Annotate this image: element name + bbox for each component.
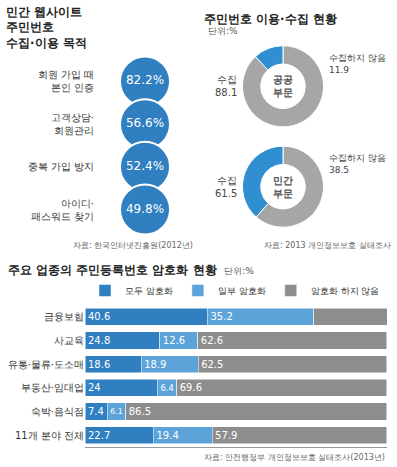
svg-text:수집61.5: 수집61.5 — [215, 175, 237, 199]
svg-text:부동산·임대업: 부동산·임대업 — [21, 382, 84, 393]
svg-text:40.6: 40.6 — [88, 311, 110, 322]
svg-text:62.6: 62.6 — [201, 335, 223, 346]
svg-text:수집하지 않음11.9: 수집하지 않음11.9 — [329, 53, 386, 75]
svg-text:사교육: 사교육 — [54, 335, 84, 346]
svg-text:62.5: 62.5 — [201, 359, 223, 370]
svg-text:18.6: 18.6 — [88, 359, 110, 370]
svg-text:24.8: 24.8 — [88, 335, 110, 346]
svg-text:11개 분야 전체: 11개 분야 전체 — [15, 430, 84, 441]
svg-text:주민번호 이용·수집 현황: 주민번호 이용·수집 현황 — [204, 12, 337, 26]
svg-text:24: 24 — [88, 382, 101, 393]
svg-text:82.2%: 82.2% — [126, 73, 164, 87]
svg-text:6.1: 6.1 — [110, 407, 122, 416]
svg-text:암호화 하지 않음: 암호화 하지 않음 — [311, 286, 380, 296]
svg-text:아이디·패스워드 찾기: 아이디·패스워드 찾기 — [31, 198, 94, 222]
svg-text:고객상담·회원관리: 고객상담·회원관리 — [51, 112, 94, 136]
svg-text:56.6%: 56.6% — [126, 116, 164, 130]
svg-text:52.4%: 52.4% — [126, 159, 164, 173]
svg-text:일부 암호화: 일부 암호화 — [218, 286, 266, 296]
svg-text:자료: 안전행정부 개인정보보호 실태조사(2013년): 자료: 안전행정부 개인정보보호 실태조사(2013년) — [204, 453, 385, 462]
svg-text:모두 암호화: 모두 암호화 — [125, 286, 173, 296]
svg-text:자료: 한국인터넷진흥원(2012년): 자료: 한국인터넷진흥원(2012년) — [73, 241, 193, 250]
svg-text:86.5: 86.5 — [129, 406, 151, 417]
svg-text:18.9: 18.9 — [144, 359, 166, 370]
svg-text:중복 가입 방지: 중복 가입 방지 — [28, 161, 94, 172]
svg-text:민간 웹사이트주민번호수집·이용 목적: 민간 웹사이트주민번호수집·이용 목적 — [6, 5, 87, 50]
svg-text:금융보험: 금융보험 — [44, 311, 84, 322]
svg-text:수집88.1: 수집88.1 — [215, 74, 237, 98]
svg-text:수집하지 않음38.5: 수집하지 않음38.5 — [329, 153, 386, 175]
svg-text:회원 가입 때본인 인증: 회원 가입 때본인 인증 — [38, 69, 94, 93]
svg-text:6.4: 6.4 — [160, 383, 173, 393]
svg-text:49.8%: 49.8% — [126, 202, 164, 216]
svg-text:단위:%: 단위:% — [208, 26, 238, 36]
svg-text:69.6: 69.6 — [180, 382, 202, 393]
svg-text:민간부문: 민간부문 — [273, 175, 293, 199]
svg-text:19.4: 19.4 — [156, 430, 178, 441]
svg-text:35.2: 35.2 — [210, 311, 232, 322]
svg-text:57.9: 57.9 — [215, 430, 237, 441]
svg-text:숙박·음식점: 숙박·음식점 — [31, 406, 84, 417]
svg-text:유통·물류·도소매: 유통·물류·도소매 — [8, 359, 84, 370]
svg-text:주요 업종의 주민등록번호 암호화 현황 단위:%: 주요 업종의 주민등록번호 암호화 현황 단위:% — [8, 263, 254, 277]
svg-text:12.6: 12.6 — [163, 335, 185, 346]
svg-text:7.4: 7.4 — [88, 406, 104, 417]
svg-text:자료: 2013 개인정보보호 실태조사: 자료: 2013 개인정보보호 실태조사 — [264, 241, 391, 250]
svg-text:22.7: 22.7 — [88, 430, 110, 441]
svg-text:공공부문: 공공부문 — [273, 74, 293, 98]
